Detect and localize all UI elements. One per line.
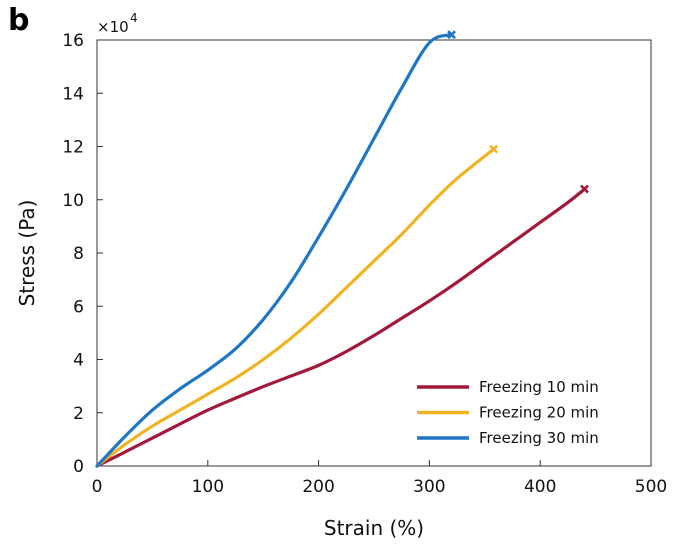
x-tick-label: 500	[635, 477, 667, 497]
x-tick-label: 0	[92, 477, 103, 497]
y-tick-label: 6	[73, 297, 84, 317]
y-axis-multiplier: ×10 4	[97, 11, 138, 36]
y-tick-label: 12	[62, 138, 84, 158]
y-tick-label: 0	[73, 457, 84, 477]
y-tick-label: 4	[73, 351, 84, 371]
y-multiplier-base: ×10	[97, 18, 129, 36]
y-tick-label: 16	[62, 31, 84, 51]
y-tick-label: 2	[73, 404, 84, 424]
series-end-marker-3	[447, 30, 456, 40]
y-tick-label: 10	[62, 191, 84, 211]
y-tick-label: 14	[62, 84, 84, 104]
x-tick-label: 200	[302, 477, 334, 497]
x-tick-label: 400	[524, 477, 556, 497]
x-axis-title: Strain (%)	[324, 516, 424, 540]
series-line-2	[95, 147, 496, 468]
x-axis-ticks: 0 100 200 300 400 500	[92, 460, 667, 497]
panel-label: b	[8, 3, 29, 38]
series-line-1	[95, 187, 587, 468]
x-tick-label: 100	[192, 477, 224, 497]
series-lines	[95, 30, 589, 468]
legend-label-3: Freezing 30 min	[479, 429, 599, 447]
legend: Freezing 10 min Freezing 20 min Freezing 3…	[417, 378, 599, 447]
y-multiplier-exponent: 4	[130, 11, 138, 25]
series-end-marker-2	[489, 144, 499, 154]
series-end-marker-1	[580, 184, 589, 194]
legend-label-1: Freezing 10 min	[479, 378, 599, 396]
x-tick-label: 300	[413, 477, 445, 497]
series-line-3	[95, 33, 454, 468]
legend-label-2: Freezing 20 min	[479, 404, 599, 422]
plot-frame	[96, 39, 652, 467]
y-axis-title: Stress (Pa)	[15, 200, 39, 307]
y-axis-ticks: 0 2 4 6 8 10 12 14 16	[62, 31, 103, 477]
y-tick-label: 8	[73, 244, 84, 264]
